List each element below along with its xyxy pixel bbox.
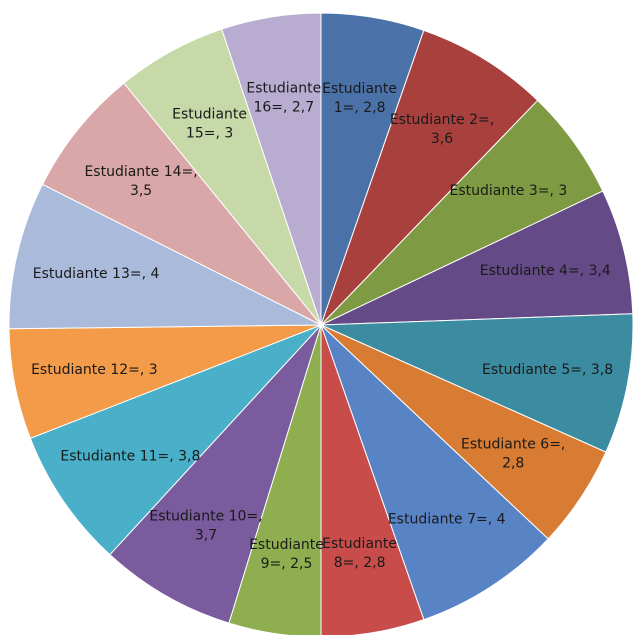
pie-slice-label-line: Estudiante [249, 537, 324, 553]
pie-slice-label-line: Estudiante 13=, 4 [33, 266, 160, 282]
pie-slice-label-line: Estudiante [322, 536, 397, 552]
pie-slice-label-6: Estudiante 6=, 2,8 [461, 437, 565, 472]
pie-slice-label-8: Estudiante 8=, 2,8 [322, 536, 397, 571]
pie-slice-label-line: Estudiante 5=, 3,8 [482, 362, 613, 378]
pie-slice-label-line: Estudiante 12=, 3 [31, 362, 158, 378]
pie-slice-10 [109, 324, 322, 624]
pie-slice-label-line: Estudiante 7=, 4 [388, 512, 506, 528]
pie-slice-label-3: Estudiante 3=, 3 [450, 183, 568, 199]
pie-slice-label-line: 15=, 3 [186, 125, 233, 141]
pie-slice-8 [320, 324, 425, 635]
pie-slice-label-line: Estudiante [322, 81, 397, 97]
pie-slice-label-2: Estudiante 2=, 3,6 [390, 112, 494, 147]
pie-slice-label-15: Estudiante 15=, 3 [172, 106, 247, 141]
pie-slice-label-line: 9=, 2,5 [261, 556, 313, 572]
pie-slice-label-line: Estudiante 2=, [390, 112, 494, 128]
pie-slice-13 [8, 183, 322, 330]
pie-slice-label-line: Estudiante 11=, 3,8 [60, 448, 200, 464]
pie-slice-label-14: Estudiante 14=, 3,5 [84, 164, 197, 199]
pie-slice-label-line: Estudiante 4=, 3,4 [480, 263, 611, 279]
pie-slice-16 [221, 12, 322, 326]
pie-slice-label-line: Estudiante 3=, 3 [450, 183, 568, 199]
pie-slice-2 [320, 29, 539, 326]
pie-slice-label-line: 2,8 [502, 456, 524, 472]
pie-slice-label-7: Estudiante 7=, 4 [388, 512, 506, 528]
pie-slice-label-line: 3,7 [195, 528, 217, 544]
pie-slice-label-10: Estudiante 10=, 3,7 [149, 509, 262, 544]
pie-slice-label-9: Estudiante 9=, 2,5 [249, 537, 324, 572]
pie-slice-11 [29, 324, 322, 556]
pie-slice-label-16: Estudiante 16=, 2,7 [246, 81, 321, 116]
pie-slice-label-line: 8=, 2,8 [334, 555, 386, 571]
pie-slices [8, 12, 633, 635]
pie-slice-label-1: Estudiante 1=, 2,8 [322, 81, 397, 116]
pie-slice-label-line: 16=, 2,7 [253, 100, 314, 116]
pie-slice-14 [41, 82, 322, 326]
pie-slice-label-line: Estudiante 10=, [149, 509, 262, 525]
pie-slice-label-line: Estudiante [172, 106, 247, 122]
pie-slice-label-line: 3,5 [130, 183, 152, 199]
pie-slice-label-11: Estudiante 11=, 3,8 [60, 448, 200, 464]
pie-slice-label-line: Estudiante 14=, [84, 164, 197, 180]
pie-slice-7 [320, 324, 549, 621]
pie-slice-label-12: Estudiante 12=, 3 [31, 362, 158, 378]
pie-slice-label-line: Estudiante 6=, [461, 437, 565, 453]
pie-slice-label-line: Estudiante [246, 81, 321, 97]
pie-slice-label-line: 3,6 [431, 131, 453, 147]
pie-slice-label-5: Estudiante 5=, 3,8 [482, 362, 613, 378]
pie-slice-label-13: Estudiante 13=, 4 [33, 266, 160, 282]
pie-slice-label-line: 1=, 2,8 [334, 100, 386, 116]
pie-slice-label-4: Estudiante 4=, 3,4 [480, 263, 611, 279]
